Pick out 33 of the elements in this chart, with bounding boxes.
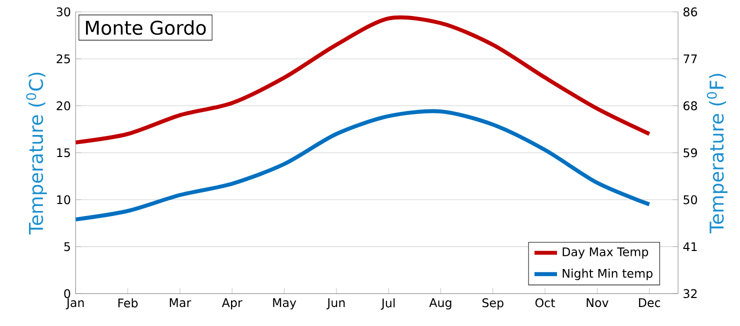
x-tick-label: Jan: [66, 298, 84, 310]
x-tick-label: Sep: [482, 298, 504, 310]
y2-tick-label: 86: [684, 7, 698, 16]
y-axis-title: Temperature ($^{0}$C): [26, 72, 47, 234]
y-tick-label: 10: [57, 195, 70, 204]
y-tick-label: 30: [56, 7, 70, 16]
y2-tick-label: 77: [684, 54, 697, 64]
y2-axis-title: Temperature ($^{0}$F): [706, 74, 728, 234]
x-tick-label: Dec: [639, 298, 660, 307]
y-tick-label: 25: [56, 54, 70, 64]
x-tick-label: Oct: [535, 298, 556, 308]
line-series: [76, 15, 652, 144]
y-tick-label: 15: [57, 148, 70, 158]
y-tick-label: 0: [64, 289, 70, 298]
y2-tick-label: 50: [684, 195, 698, 204]
y2-tick-label: 68: [684, 101, 697, 110]
x-tick-label: Jun: [326, 298, 345, 310]
x-tick-label: Mar: [170, 298, 192, 307]
line-series: [76, 109, 652, 222]
chart-title: Monte Gordo: [86, 20, 206, 35]
y2-tick-label: 59: [684, 148, 697, 158]
legend-label: Night Min temp: [562, 268, 652, 280]
x-tick-label: Aug: [429, 298, 452, 310]
x-tick-label: Jul: [380, 298, 395, 310]
x-tick-label: Nov: [586, 298, 608, 307]
y2-tick-label: 41: [683, 242, 697, 251]
x-tick-label: Apr: [222, 298, 242, 310]
y2-tick-label: 32: [684, 289, 697, 298]
x-tick-label: Feb: [118, 298, 138, 308]
y-tick-label: 5: [64, 242, 70, 251]
legend-label: Day Max Temp: [562, 247, 648, 258]
y-tick-label: 20: [56, 101, 70, 110]
x-tick-label: May: [273, 298, 296, 310]
